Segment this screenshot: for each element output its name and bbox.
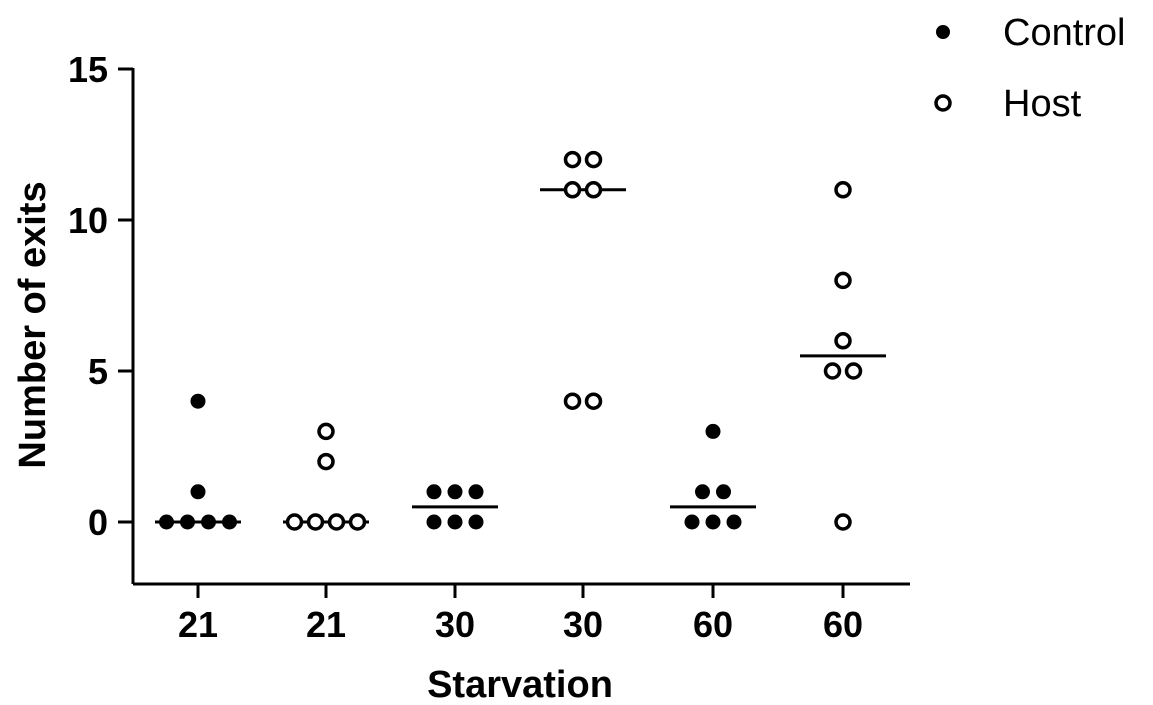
control-data-point: [468, 514, 484, 530]
host-data-point: [317, 452, 335, 471]
control-data-point: [159, 514, 174, 530]
control-data-point: [222, 514, 237, 530]
x-axis-ticks: 21 21 30 30 60 60: [178, 584, 863, 645]
control-data-point: [726, 514, 742, 530]
host-data-point: [584, 181, 603, 199]
data-points: [159, 150, 863, 531]
control-data-point: [705, 514, 721, 530]
y-tick-label: 10: [68, 200, 108, 241]
host-data-point: [823, 362, 842, 380]
host-data-point: [563, 150, 582, 169]
x-tick-label: 21: [178, 604, 218, 645]
y-axis-ticks: 0 5 10 15: [68, 49, 133, 543]
control-data-point: [190, 484, 206, 500]
y-tick-label: 15: [68, 49, 108, 90]
x-tick-label: 60: [823, 604, 863, 645]
host-data-point: [348, 513, 367, 531]
control-data-point: [426, 484, 442, 500]
host-data-point: [317, 422, 335, 441]
median-lines: [155, 188, 886, 524]
control-data-point: [180, 514, 195, 530]
host-data-point: [834, 332, 852, 350]
x-axis-title: Starvation: [427, 664, 613, 705]
legend-control-marker: [936, 25, 950, 39]
host-data-point: [834, 513, 852, 531]
control-data-point: [190, 393, 206, 409]
control-data-point: [684, 514, 700, 530]
axes: [131, 68, 910, 586]
legend-control-label: Control: [1003, 12, 1126, 54]
y-tick-label: 5: [88, 351, 108, 392]
control-data-point: [447, 484, 463, 500]
x-tick-label: 60: [693, 604, 733, 645]
host-data-point: [306, 513, 325, 531]
host-data-point: [327, 513, 346, 531]
control-data-point: [201, 514, 216, 530]
host-data-point: [584, 150, 603, 169]
control-data-point: [695, 484, 710, 500]
legend: Control Host: [934, 12, 1126, 125]
control-data-point: [705, 423, 721, 439]
legend-host-label: Host: [1003, 83, 1082, 125]
host-data-point: [563, 392, 582, 410]
x-tick-label: 30: [563, 604, 603, 645]
host-data-point: [584, 392, 603, 410]
x-tick-label: 21: [306, 604, 346, 645]
control-data-point: [468, 484, 484, 500]
host-data-point: [834, 271, 852, 290]
x-tick-label: 30: [435, 604, 475, 645]
legend-host-marker: [934, 94, 952, 112]
y-axis-title: Number of exits: [12, 181, 54, 468]
host-data-point: [285, 513, 304, 531]
y-tick-label: 0: [88, 502, 108, 543]
control-data-point: [716, 484, 731, 500]
control-data-point: [426, 514, 442, 530]
host-data-point: [834, 181, 852, 199]
host-data-point: [563, 181, 582, 199]
control-data-point: [447, 514, 463, 530]
host-data-point: [844, 362, 863, 380]
